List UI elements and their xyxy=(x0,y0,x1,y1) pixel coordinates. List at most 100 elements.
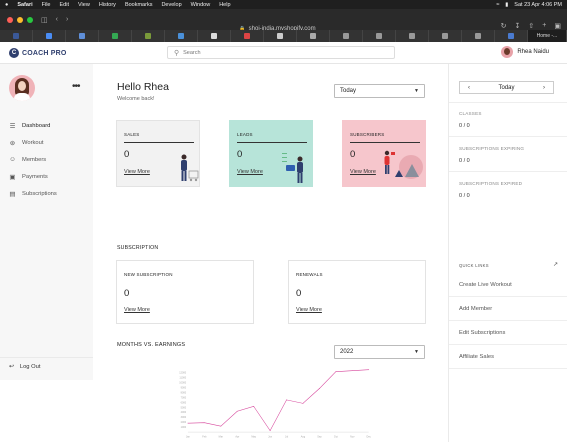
tab-13[interactable] xyxy=(396,30,429,42)
subscription-section-title: SUBSCRIPTION xyxy=(117,245,159,251)
menu-file[interactable]: File xyxy=(41,1,51,8)
tab-6[interactable] xyxy=(165,30,198,42)
tab-favicon-icon xyxy=(210,33,217,39)
year-select[interactable]: 2022 ▼ xyxy=(334,345,425,359)
card-divider xyxy=(124,142,194,143)
profile-avatar[interactable] xyxy=(9,75,35,101)
logout-button[interactable]: ↩ Log Out xyxy=(9,364,41,370)
logout-icon: ↩ xyxy=(9,364,14,370)
x-tick-label: Feb xyxy=(202,436,207,439)
data-point xyxy=(368,369,370,371)
y-tick-label: 5000 xyxy=(181,406,187,409)
chevron-right-icon[interactable]: › xyxy=(542,84,545,91)
chevron-left-icon[interactable]: ‹ xyxy=(468,84,470,91)
divider xyxy=(449,368,567,369)
reload-icon[interactable]: ↻ xyxy=(500,23,507,30)
chevron-down-icon: ▼ xyxy=(414,88,419,94)
window-controls xyxy=(7,16,33,23)
dumbbell-icon: ⊛ xyxy=(9,139,16,147)
period-select[interactable]: Today ▼ xyxy=(334,84,425,98)
view-more-link[interactable]: View More xyxy=(237,169,263,175)
sidebar-item-members[interactable]: ☺ Members xyxy=(0,151,93,168)
x-tick-label: Jan xyxy=(186,436,191,439)
user-name: Rhea Naidu xyxy=(517,49,549,55)
tab-7[interactable] xyxy=(198,30,231,42)
tab-11[interactable] xyxy=(330,30,363,42)
card-divider xyxy=(350,142,420,143)
tab-9[interactable] xyxy=(264,30,297,42)
view-more-link[interactable]: View More xyxy=(124,307,150,313)
tab-favicon-icon xyxy=(408,33,415,39)
tab-active[interactable]: Home -... xyxy=(527,30,567,42)
menu-history[interactable]: History xyxy=(98,1,116,8)
view-more-link[interactable]: View More xyxy=(296,307,322,313)
tab-2[interactable] xyxy=(33,30,66,42)
quick-link-edit-subscriptions[interactable]: Edit Subscriptions xyxy=(459,330,506,336)
quick-link-affiliate-sales[interactable]: Affiliate Sales xyxy=(459,354,495,360)
logo[interactable]: C COACH PRO xyxy=(9,48,67,58)
sidebar-toggle-icon[interactable]: ◫ xyxy=(41,16,48,24)
x-tick-label: Aug xyxy=(301,436,306,439)
tab-overview-icon[interactable]: ▣ xyxy=(554,23,561,30)
menu-view[interactable]: View xyxy=(77,1,90,8)
data-point xyxy=(253,405,255,407)
tab-12[interactable] xyxy=(363,30,396,42)
divider xyxy=(449,320,567,321)
menu-help[interactable]: Help xyxy=(219,1,231,8)
data-point xyxy=(335,371,337,373)
search-input[interactable] xyxy=(183,49,384,56)
external-link-icon[interactable]: ↗ xyxy=(553,262,559,268)
address-bar[interactable]: 🔒 shoi-india.myshopify.com xyxy=(155,22,400,35)
close-window-button[interactable] xyxy=(7,16,13,23)
user-menu[interactable]: Rhea Naidu xyxy=(501,46,549,58)
search-box[interactable]: ⚲ xyxy=(167,46,395,59)
x-tick-label: Oct xyxy=(334,436,338,439)
menu-edit[interactable]: Edit xyxy=(59,1,69,8)
zoom-window-button[interactable] xyxy=(27,16,33,23)
view-more-link[interactable]: View More xyxy=(124,169,150,175)
tab-3[interactable] xyxy=(66,30,99,42)
x-tick-label: Jun xyxy=(268,436,273,439)
menu-app-name[interactable]: Safari xyxy=(17,1,33,8)
tab-10[interactable] xyxy=(297,30,330,42)
apple-menu-icon[interactable]: ● xyxy=(5,1,9,8)
share-icon[interactable]: ⇧ xyxy=(528,23,535,30)
right-panel: ‹ Today › CLASSES 0 / 0 SUBSCRIPTIONS EX… xyxy=(448,64,567,442)
data-point xyxy=(286,399,287,401)
tab-16[interactable] xyxy=(495,30,528,42)
tab-8[interactable] xyxy=(231,30,264,42)
tab-14[interactable] xyxy=(429,30,462,42)
minimize-window-button[interactable] xyxy=(17,16,23,23)
menu-develop[interactable]: Develop xyxy=(161,1,182,8)
menu-bookmarks[interactable]: Bookmarks xyxy=(124,1,153,8)
clock[interactable]: Sat 23 Apr 4:06 PM xyxy=(514,1,562,8)
view-more-link[interactable]: View More xyxy=(350,169,376,175)
quick-link-create-live-workout[interactable]: Create Live Workout xyxy=(459,282,512,288)
quick-links-title: QUICK LINKS xyxy=(459,263,489,268)
leads-card: LEADS 0 View More xyxy=(229,120,313,187)
card-title: LEADS xyxy=(237,132,253,137)
avatar xyxy=(501,46,514,58)
menu-window[interactable]: Window xyxy=(190,1,211,8)
forward-icon[interactable]: › xyxy=(65,16,69,23)
new-tab-icon[interactable]: + xyxy=(542,22,547,29)
tab-4[interactable] xyxy=(99,30,132,42)
sidebar-item-subscriptions[interactable]: ▤ Subscriptions xyxy=(0,185,93,202)
sidebar-item-dashboard[interactable]: ☰ Dashboard xyxy=(0,117,93,134)
tab-1[interactable] xyxy=(0,30,33,42)
wifi-icon[interactable]: ≈ xyxy=(496,1,500,8)
search-icon: ⚲ xyxy=(174,49,180,57)
battery-icon[interactable]: ▮ xyxy=(505,1,509,8)
download-icon[interactable]: ↧ xyxy=(514,23,521,30)
quick-link-add-member[interactable]: Add Member xyxy=(459,306,493,312)
tab-5[interactable] xyxy=(132,30,165,42)
more-options-icon[interactable]: ••• xyxy=(72,81,80,92)
card-icon: ▣ xyxy=(9,173,16,181)
sidebar-item-workout[interactable]: ⊛ Workout xyxy=(0,134,93,151)
sidebar-item-payments[interactable]: ▣ Payments xyxy=(0,168,93,185)
new-subscription-card: NEW SUBSCRIPTION 0 View More xyxy=(116,260,254,324)
y-tick-label: 3000 xyxy=(181,416,187,419)
back-icon[interactable]: ‹ xyxy=(55,16,58,23)
divider xyxy=(449,136,567,137)
tab-15[interactable] xyxy=(462,30,495,42)
